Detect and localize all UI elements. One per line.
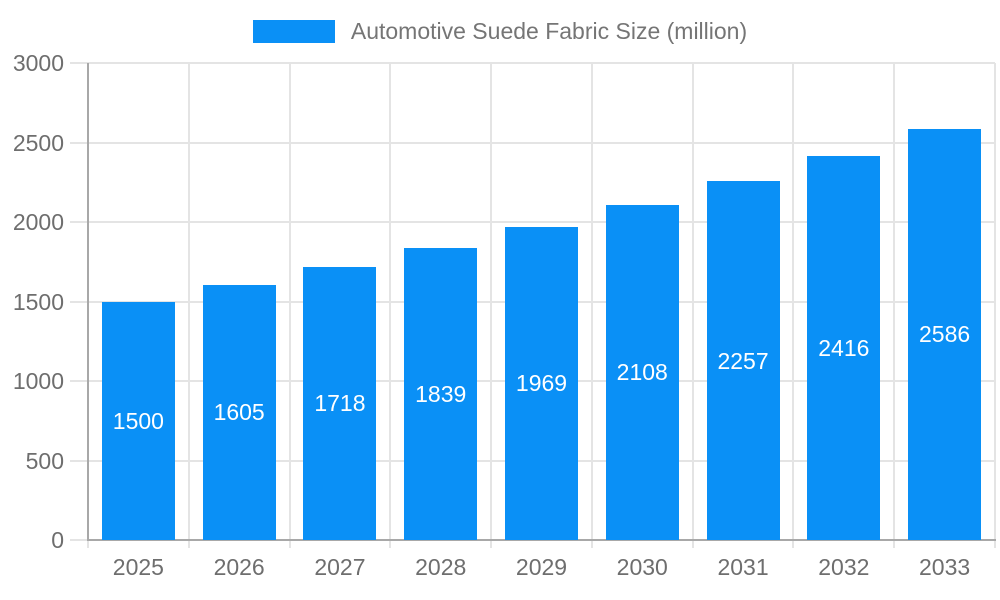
legend-label: Automotive Suede Fabric Size (million): [350, 17, 748, 44]
y-tick-label: 0: [51, 527, 64, 553]
x-tick-label-2025: 2025: [112, 554, 164, 580]
y-tick-label: 2500: [12, 129, 64, 156]
y-tick-label: 500: [25, 447, 64, 474]
x-gridline: [389, 63, 392, 548]
x-gridline: [187, 63, 190, 548]
bar-2027: [303, 266, 377, 540]
bar-2026: [202, 284, 276, 540]
x-tick-label-2027: 2027: [314, 554, 366, 580]
x-gridline: [994, 63, 996, 548]
legend-swatch-icon: [252, 19, 335, 43]
x-tick-label-2032: 2032: [818, 554, 870, 580]
x-tick-label-2033: 2033: [919, 554, 971, 580]
legend[interactable]: Automotive Suede Fabric Size (million): [0, 12, 1000, 50]
bar-value-label-2028: 1839: [415, 380, 467, 407]
x-gridline: [288, 63, 291, 548]
x-gridline: [893, 63, 896, 548]
bar-2029: [505, 226, 578, 540]
bar-2032: [807, 155, 881, 540]
y-gridline: [70, 221, 995, 223]
bar-2031: [706, 181, 780, 540]
x-gridline: [490, 63, 493, 548]
x-axis-line: [87, 539, 996, 541]
y-tick-label: 1000: [12, 368, 64, 394]
y-tick-label: 1500: [12, 288, 64, 315]
x-tick-label-2030: 2030: [616, 554, 668, 580]
bar-2030: [605, 204, 679, 540]
y-gridline: [70, 141, 995, 144]
y-axis-line: [87, 63, 89, 540]
bar-value-label-2027: 1718: [314, 390, 366, 417]
bar-value-label-2031: 2257: [717, 347, 769, 374]
bar-value-label-2026: 1605: [213, 399, 265, 426]
bar-2028: [404, 247, 478, 540]
y-gridline: [70, 62, 995, 64]
x-tick-label-2031: 2031: [717, 554, 769, 580]
bar-value-label-2032: 2416: [818, 334, 870, 361]
y-tick-label: 2000: [12, 209, 64, 235]
bar-value-label-2030: 2108: [616, 359, 668, 386]
bar-2033: [908, 128, 982, 540]
bar-value-label-2025: 1500: [112, 407, 164, 434]
x-tick-label-2029: 2029: [515, 554, 568, 580]
bar-value-label-2033: 2586: [919, 321, 971, 348]
x-tick-label-2028: 2028: [415, 554, 467, 580]
x-gridline: [590, 63, 593, 548]
x-gridline: [691, 63, 694, 548]
bar-2025: [101, 301, 175, 540]
bar-value-label-2029: 1969: [515, 370, 568, 397]
x-tick-label-2026: 2026: [213, 554, 265, 580]
x-gridline: [792, 63, 795, 548]
y-tick-label: 3000: [12, 50, 64, 76]
